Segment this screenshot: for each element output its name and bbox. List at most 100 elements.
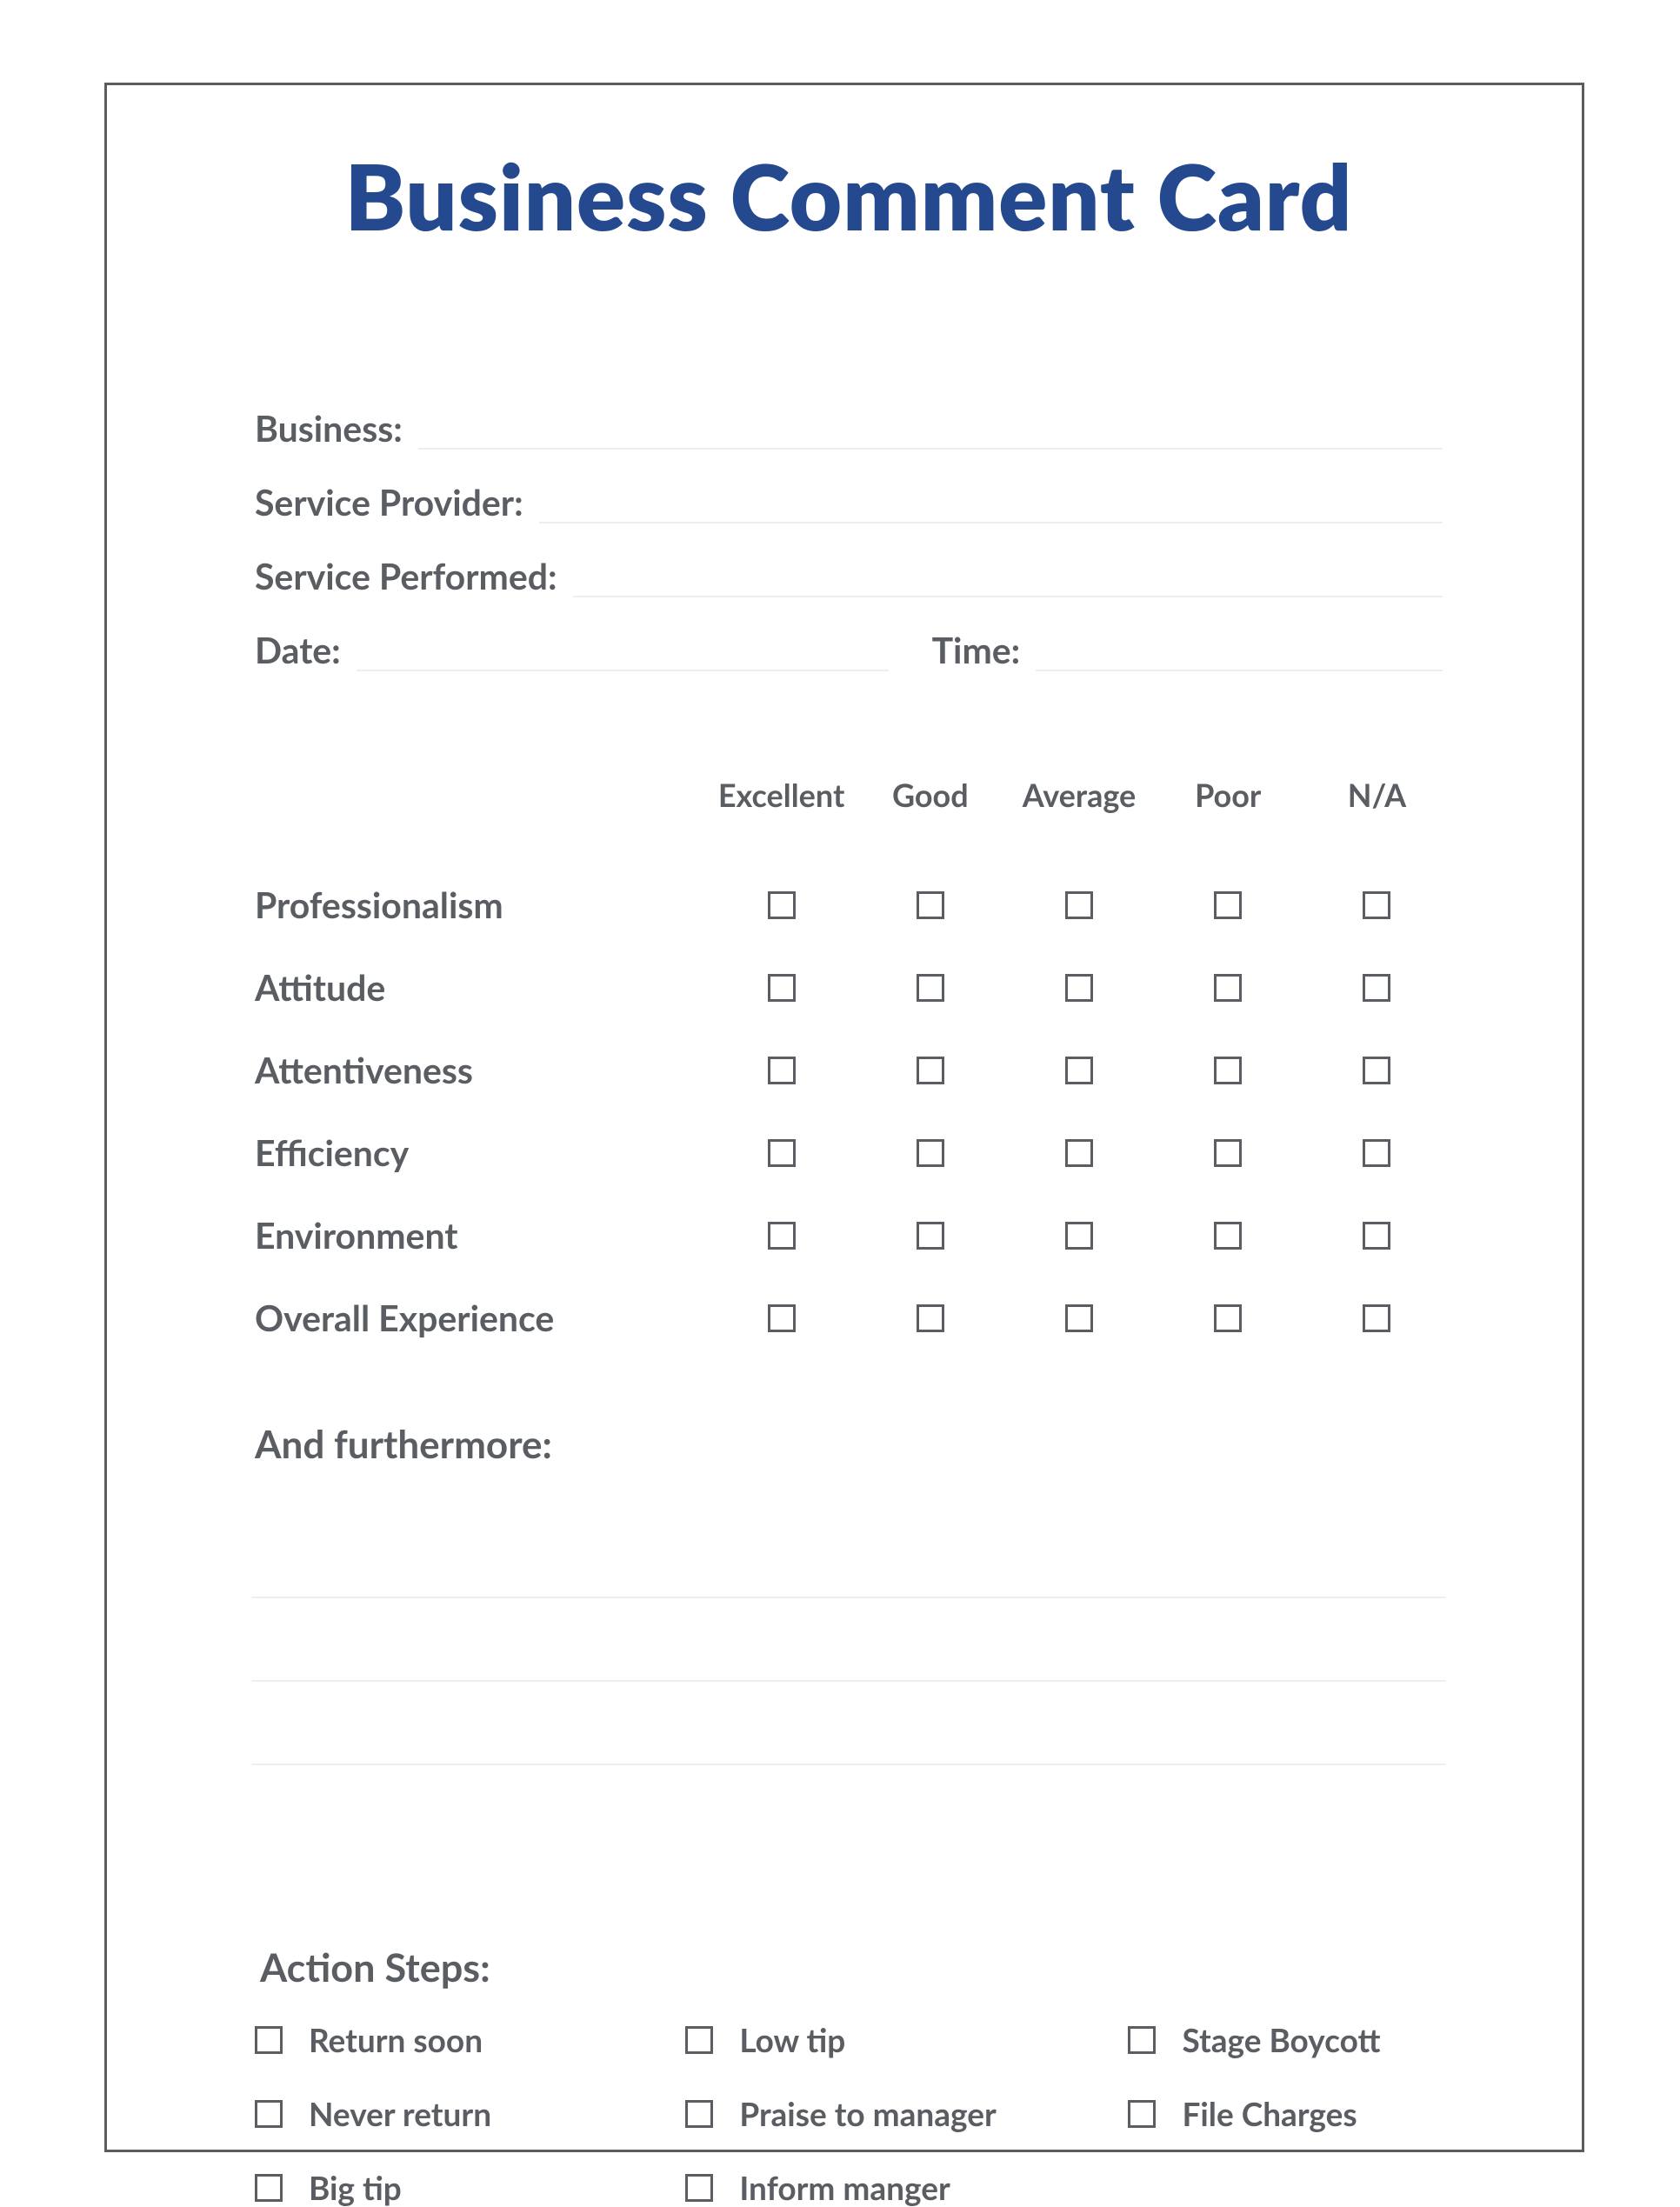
action-item-label: File Charges [1182, 2094, 1357, 2133]
rating-cell [707, 891, 856, 919]
rating-cell [856, 1057, 1004, 1084]
rating-checkbox[interactable] [917, 1057, 944, 1084]
rating-checkbox[interactable] [1065, 1222, 1093, 1250]
rating-checkbox[interactable] [1065, 1139, 1093, 1167]
rating-cell [1154, 1222, 1303, 1250]
rating-checkbox[interactable] [768, 974, 796, 1002]
rating-cell [1004, 891, 1153, 919]
rating-checkbox[interactable] [917, 1139, 944, 1167]
rating-cell [1303, 1139, 1451, 1167]
action-checkbox[interactable] [255, 2174, 283, 2202]
rating-cell [707, 974, 856, 1002]
action-checkbox[interactable] [685, 2100, 713, 2128]
rating-row: Overall Experience [255, 1297, 1451, 1339]
rating-col-header: Poor [1154, 776, 1303, 814]
rating-cell [1303, 1222, 1451, 1250]
rating-checkbox[interactable] [1214, 1139, 1242, 1167]
action-item-label: Return soon [309, 2020, 483, 2059]
action-item: Return soon [255, 2020, 685, 2059]
rating-checkbox[interactable] [1214, 974, 1242, 1002]
date-label: Date: [255, 629, 341, 671]
service-provider-label: Service Provider: [255, 481, 523, 523]
action-checkbox[interactable] [685, 2174, 713, 2202]
rating-checkbox[interactable] [917, 1222, 944, 1250]
info-row-service-provider: Service Provider: [255, 481, 1443, 523]
rating-cell [1303, 1304, 1451, 1332]
rating-cell [1154, 891, 1303, 919]
rating-cell [1154, 1057, 1303, 1084]
action-item-label: Praise to manager [739, 2094, 996, 2133]
rating-row-label: Environment [255, 1214, 707, 1257]
rating-checkbox[interactable] [768, 891, 796, 919]
rating-checkbox[interactable] [1363, 1139, 1390, 1167]
rating-row-label: Efficiency [255, 1131, 707, 1174]
rating-checkbox[interactable] [768, 1057, 796, 1084]
rating-cell [707, 1222, 856, 1250]
rating-cell [856, 1139, 1004, 1167]
rating-row-label: Attentiveness [255, 1049, 707, 1091]
action-item: Never return [255, 2094, 685, 2133]
rating-row-label: Overall Experience [255, 1297, 707, 1339]
rating-row: Environment [255, 1214, 1451, 1257]
action-item: Stage Boycott [1128, 2020, 1451, 2059]
furthermore-input-line[interactable] [251, 1598, 1446, 1682]
rating-row-cols [707, 1057, 1451, 1084]
rating-checkbox[interactable] [768, 1139, 796, 1167]
action-checkbox[interactable] [255, 2026, 283, 2054]
rating-row-cols [707, 974, 1451, 1002]
page: Business Comment Card Business: Service … [0, 0, 1680, 2174]
rating-matrix: ExcellentGoodAveragePoorN/A Professional… [255, 776, 1451, 1339]
rating-cell [1004, 1304, 1153, 1332]
action-item: Praise to manager [685, 2094, 1128, 2133]
furthermore-input-line[interactable] [251, 1682, 1446, 1765]
rating-cell [707, 1304, 856, 1332]
action-checkbox[interactable] [1128, 2100, 1156, 2128]
rating-checkbox[interactable] [1363, 1304, 1390, 1332]
rating-checkbox[interactable] [1214, 1222, 1242, 1250]
rating-checkbox[interactable] [1363, 1057, 1390, 1084]
rating-checkbox[interactable] [768, 1222, 796, 1250]
rating-cell [856, 974, 1004, 1002]
rating-checkbox[interactable] [1214, 1304, 1242, 1332]
rating-checkbox[interactable] [1363, 974, 1390, 1002]
time-label: Time: [932, 629, 1021, 671]
rating-row-cols [707, 1304, 1451, 1332]
rating-row-cols [707, 1222, 1451, 1250]
rating-col-header: N/A [1303, 776, 1451, 814]
rating-checkbox[interactable] [1214, 891, 1242, 919]
rating-row-label: Attitude [255, 966, 707, 1009]
rating-checkbox[interactable] [1065, 891, 1093, 919]
rating-checkbox[interactable] [917, 974, 944, 1002]
service-performed-input-line[interactable] [573, 568, 1443, 597]
rating-row: Efficiency [255, 1131, 1451, 1174]
rating-checkbox[interactable] [1065, 974, 1093, 1002]
rating-row-cols [707, 891, 1451, 919]
rating-cell [707, 1057, 856, 1084]
action-checkbox[interactable] [685, 2026, 713, 2054]
date-input-line[interactable] [357, 642, 889, 671]
rating-cell [1154, 974, 1303, 1002]
action-checkbox[interactable] [255, 2100, 283, 2128]
action-item-label: Low tip [739, 2020, 845, 2059]
service-provider-input-line[interactable] [539, 494, 1443, 523]
info-row-date-time: Date: Time: [255, 629, 1443, 671]
rating-cell [1004, 974, 1153, 1002]
rating-checkbox[interactable] [917, 891, 944, 919]
rating-col-header: Good [856, 776, 1004, 814]
page-title: Business Comment Card [246, 142, 1451, 250]
rating-checkbox[interactable] [917, 1304, 944, 1332]
business-input-line[interactable] [418, 420, 1443, 450]
rating-checkbox[interactable] [1214, 1057, 1242, 1084]
rating-checkbox[interactable] [1363, 891, 1390, 919]
rating-header-cols: ExcellentGoodAveragePoorN/A [707, 776, 1451, 814]
rating-checkbox[interactable] [1065, 1304, 1093, 1332]
rating-checkbox[interactable] [1065, 1057, 1093, 1084]
info-row-service-performed: Service Performed: [255, 555, 1443, 597]
rating-cell [856, 891, 1004, 919]
rating-cell [1154, 1304, 1303, 1332]
rating-checkbox[interactable] [768, 1304, 796, 1332]
furthermore-input-line[interactable] [251, 1515, 1446, 1598]
rating-checkbox[interactable] [1363, 1222, 1390, 1250]
action-checkbox[interactable] [1128, 2026, 1156, 2054]
time-input-line[interactable] [1036, 642, 1443, 671]
